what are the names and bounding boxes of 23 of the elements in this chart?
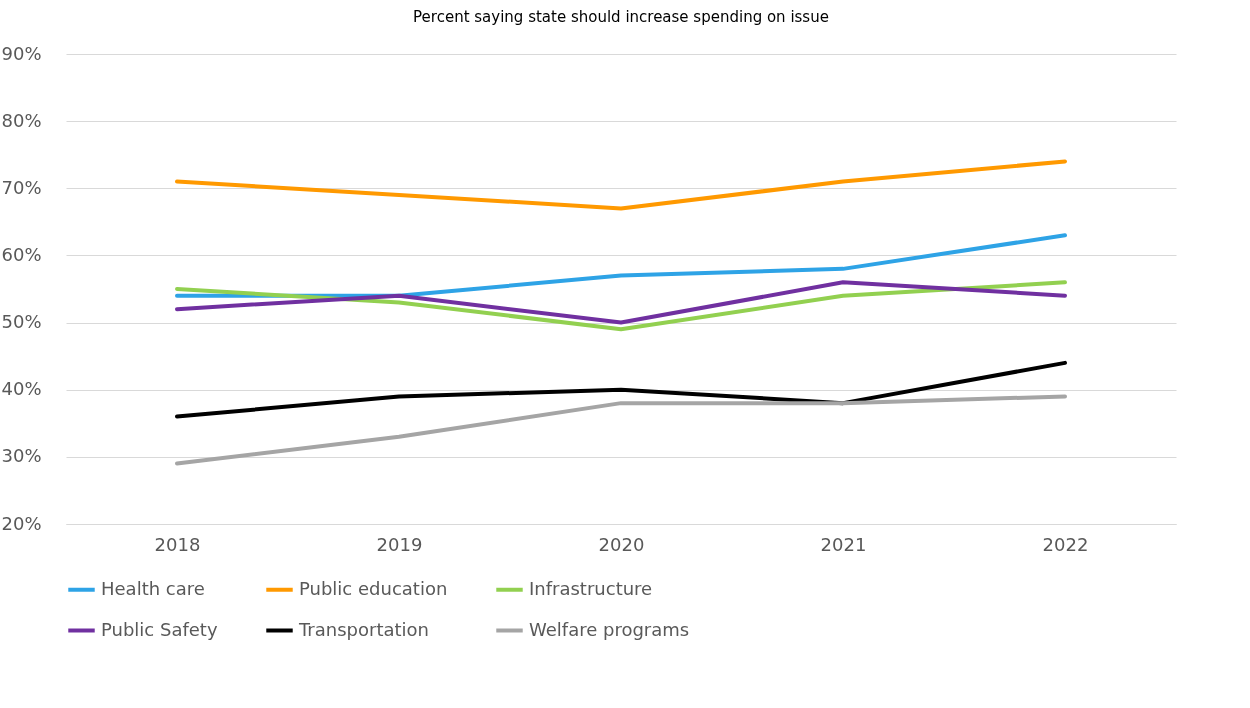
y-tick-label: 90% (1, 42, 42, 64)
legend-label: Infrastructure (529, 577, 653, 599)
x-tick-label: 2020 (598, 533, 645, 555)
y-tick-label: 50% (1, 311, 42, 333)
legend-label: Transportation (298, 618, 429, 640)
y-tick-label: 80% (1, 109, 42, 131)
y-tick-label: 40% (1, 378, 42, 400)
x-tick-label: 2022 (1042, 533, 1089, 555)
legend-label: Public education (299, 577, 448, 599)
x-tick-label: 2021 (820, 533, 867, 555)
chart-title: Percent saying state should increase spending on issue (413, 8, 829, 26)
y-tick-label: 20% (1, 512, 42, 534)
legend-label: Welfare programs (529, 618, 690, 640)
legend-label: Health care (101, 577, 205, 599)
y-tick-label: 70% (1, 176, 42, 198)
line-series (175, 394, 1067, 466)
y-tick-label: 30% (1, 445, 42, 467)
y-tick-label: 60% (1, 243, 42, 265)
x-tick-label: 2019 (376, 533, 423, 555)
line-series (175, 360, 1067, 419)
legend-label: Public Safety (101, 618, 218, 640)
x-tick-label: 2018 (154, 533, 201, 555)
line-series (175, 159, 1067, 211)
